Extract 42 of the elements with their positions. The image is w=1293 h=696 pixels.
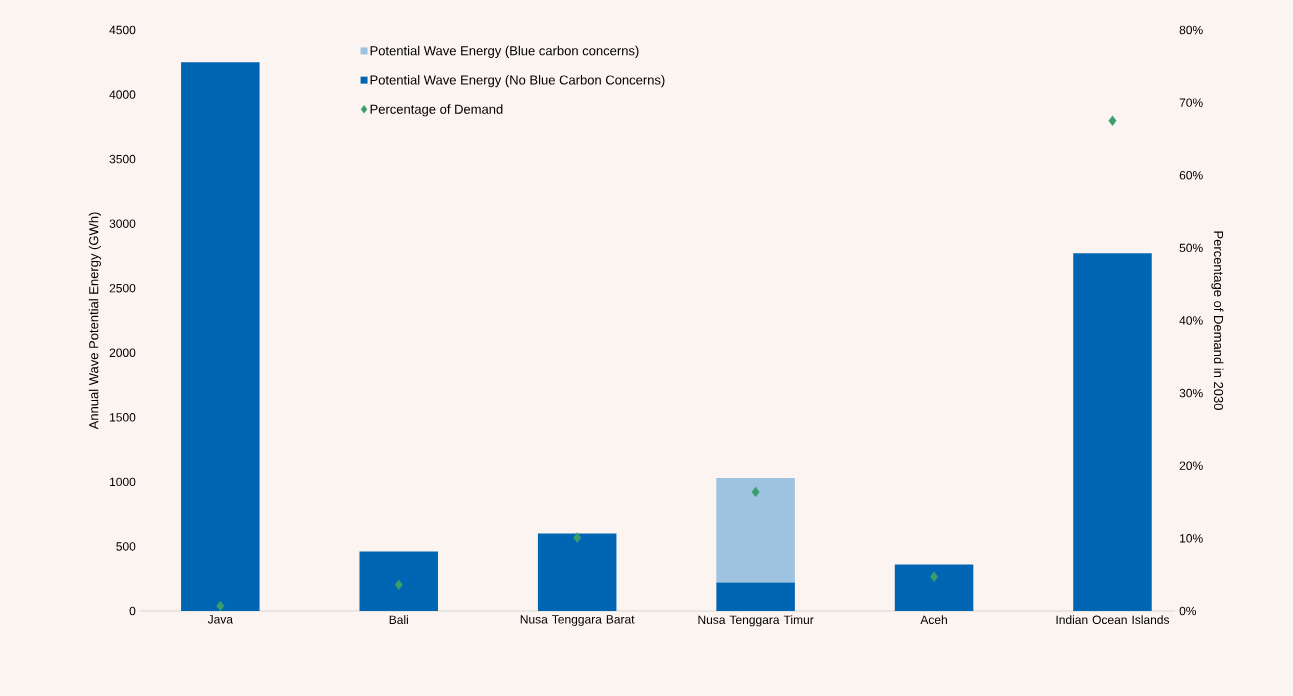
x-tick-label: Bali bbox=[389, 615, 408, 624]
y-tick-label: 500 bbox=[116, 542, 136, 551]
y-tick-label: 1500 bbox=[110, 413, 136, 422]
point bbox=[216, 600, 225, 612]
legend-label: Percentage of Demand bbox=[370, 104, 503, 117]
y-tick-label: 3500 bbox=[109, 154, 136, 164]
point bbox=[394, 579, 403, 591]
y-tick-label: 4500 bbox=[109, 25, 136, 35]
y-tick-label: 1000 bbox=[110, 477, 136, 487]
y-tick-label: 4000 bbox=[109, 90, 136, 99]
y-tick-label: 0 bbox=[129, 606, 136, 616]
y2-tick-label: 50% bbox=[1179, 243, 1203, 253]
y2-tick-label: 40% bbox=[1179, 316, 1203, 325]
y-axis-title: Annual Wave Potential Energy (GWh) bbox=[88, 212, 101, 430]
bar bbox=[181, 62, 260, 611]
point bbox=[1108, 115, 1117, 126]
y2-tick-label: 0% bbox=[1179, 606, 1197, 616]
y2-tick-label: 30% bbox=[1179, 388, 1203, 398]
y2-tick-label: 10% bbox=[1180, 534, 1203, 543]
y-tick-label: 2000 bbox=[109, 348, 136, 358]
y2-tick-label: 80% bbox=[1179, 25, 1203, 35]
y2-tick-label: 20% bbox=[1179, 461, 1203, 470]
x-tick-label: Nusa Tenggara Timur bbox=[698, 615, 814, 627]
y2-tick-label: 70% bbox=[1179, 98, 1203, 107]
x-tick-label: Aceh bbox=[920, 615, 947, 624]
y2-tick-label: 60% bbox=[1179, 171, 1203, 180]
bar bbox=[1073, 253, 1152, 611]
x-tick-label: Indian Ocean Islands bbox=[1056, 615, 1170, 624]
x-tick-label: Java bbox=[207, 615, 233, 624]
bar bbox=[359, 551, 438, 611]
x-tick-label: Nusa Tenggara Barat bbox=[520, 615, 635, 626]
bar bbox=[894, 564, 974, 611]
bar bbox=[716, 478, 795, 583]
bar bbox=[716, 582, 795, 611]
y-tick-label: 3000 bbox=[109, 219, 136, 228]
point bbox=[573, 532, 582, 543]
legend-label: Potential Wave Energy (Blue carbon concerns) bbox=[370, 45, 639, 58]
y2-axis-title: Percentage of Demand in 2030 bbox=[1211, 231, 1224, 410]
bar bbox=[537, 533, 617, 611]
point bbox=[751, 486, 760, 498]
legend-label: Potential Wave Energy (No Blue Carbon Concerns) bbox=[370, 75, 665, 88]
y-tick-label: 2500 bbox=[109, 283, 136, 293]
